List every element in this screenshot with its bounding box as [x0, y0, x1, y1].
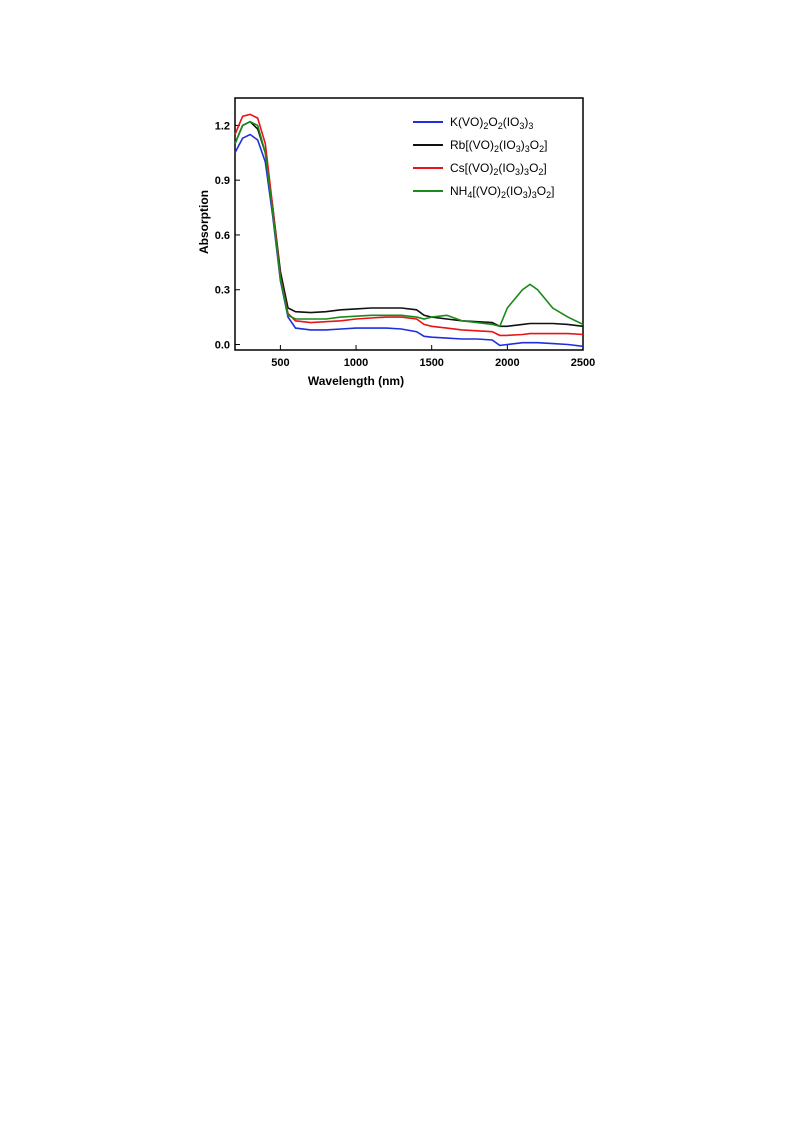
y-tick-label: 0.0 [215, 340, 230, 352]
x-tick-label: 1500 [419, 357, 443, 369]
x-tick-label: 2000 [495, 357, 519, 369]
legend-label: Rb[(VO)2(IO3)3O2] [450, 138, 547, 154]
legend-label: K(VO)2O2(IO3)3 [450, 115, 533, 131]
legend-label: Cs[(VO)2(IO3)3O2] [450, 161, 547, 177]
series-line [234, 120, 584, 328]
series-line [234, 120, 584, 328]
y-tick-label: 0.6 [215, 230, 230, 242]
y-tick-label: 0.3 [215, 285, 230, 297]
y-axis-label: Absorption [197, 190, 211, 254]
legend-label: NH4[(VO)2(IO3)3O2] [450, 184, 554, 200]
y-tick-label: 0.9 [215, 175, 230, 187]
x-axis-label: Wavelength (nm) [308, 374, 404, 388]
y-tick-label: 1.2 [215, 120, 230, 132]
x-tick-label: 500 [271, 357, 289, 369]
x-tick-label: 1000 [344, 357, 368, 369]
x-tick-label: 2500 [571, 357, 595, 369]
plot-frame [234, 97, 584, 351]
